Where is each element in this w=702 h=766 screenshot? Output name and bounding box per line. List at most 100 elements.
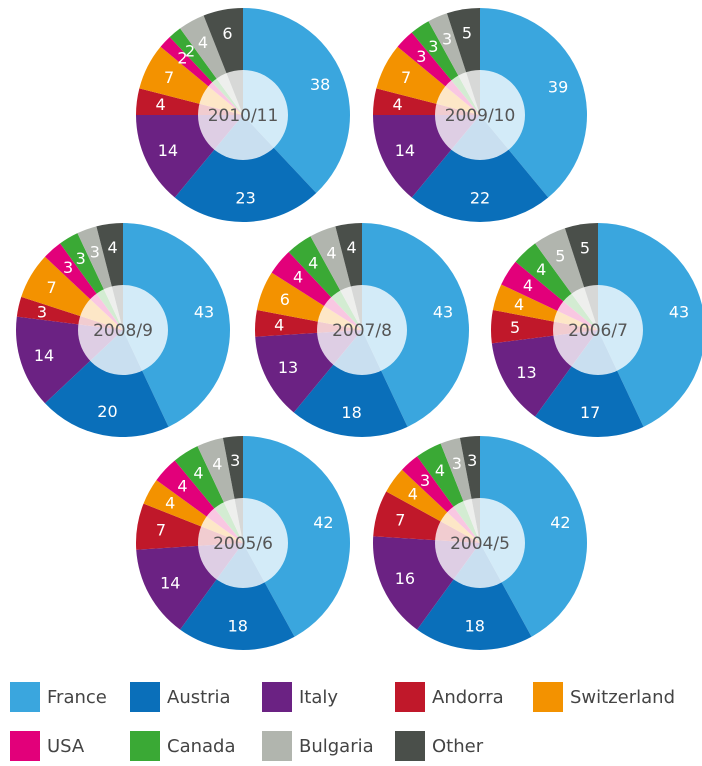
pie-title: 2004/5: [450, 534, 510, 554]
pie-slice: [180, 543, 295, 650]
pie-slice: [480, 436, 588, 637]
data-label: 2: [177, 49, 187, 68]
data-label: 3: [467, 451, 477, 470]
data-label: 4: [435, 461, 445, 480]
data-label: 4: [523, 276, 533, 295]
data-label: 38: [310, 75, 330, 94]
data-label: 3: [428, 37, 438, 56]
data-label: 4: [393, 95, 403, 114]
data-label: 3: [416, 47, 426, 66]
data-label: 16: [395, 569, 415, 588]
data-label: 42: [313, 513, 333, 532]
data-label: 4: [514, 295, 524, 314]
pie-slice: [293, 330, 408, 437]
data-label: 4: [177, 477, 187, 496]
legend-label: Italy: [299, 687, 338, 708]
legend-swatch: [10, 682, 40, 712]
pie-slice: [411, 115, 549, 222]
data-label: 4: [193, 463, 203, 482]
data-label: 18: [228, 616, 248, 635]
legend-label: USA: [47, 736, 85, 757]
data-label: 4: [536, 260, 546, 279]
data-label: 39: [548, 77, 568, 96]
pie-slice: [362, 223, 469, 427]
data-label: 14: [160, 573, 180, 592]
data-label: 4: [308, 253, 318, 272]
data-label: 3: [37, 302, 47, 321]
pie-slice: [243, 8, 350, 193]
data-label: 7: [156, 521, 166, 540]
data-label: 4: [293, 268, 303, 287]
data-label: 4: [165, 494, 175, 513]
data-label: 3: [230, 451, 240, 470]
data-label: 43: [433, 302, 453, 321]
data-label: 17: [580, 403, 600, 422]
data-label: 13: [516, 363, 536, 382]
data-label: 5: [555, 247, 565, 266]
data-label: 4: [408, 485, 418, 504]
data-label: 7: [46, 278, 56, 297]
legend-swatch: [533, 682, 563, 712]
data-label: 18: [341, 403, 361, 422]
data-label: 6: [222, 24, 232, 43]
legend-label: Other: [432, 736, 484, 757]
data-label: 18: [465, 616, 485, 635]
data-label: 22: [470, 189, 490, 208]
pie-hole: [435, 70, 525, 160]
legend-label: Austria: [167, 687, 231, 708]
data-label: 3: [442, 29, 452, 48]
data-label: 7: [401, 68, 411, 87]
pie-hole: [317, 285, 407, 375]
data-label: 3: [76, 249, 86, 268]
pie-slice: [45, 330, 169, 437]
data-label: 5: [580, 239, 590, 258]
pie-title: 2005/6: [213, 534, 273, 554]
data-label: 4: [326, 243, 336, 262]
pie-hole: [198, 70, 288, 160]
data-label: 43: [669, 302, 689, 321]
pie-title: 2007/8: [332, 321, 392, 341]
pie-hole: [198, 498, 288, 588]
legend-swatch: [395, 731, 425, 761]
data-label: 43: [194, 302, 214, 321]
data-label: 4: [347, 238, 357, 257]
data-label: 4: [108, 238, 118, 257]
pie-slice: [123, 223, 230, 427]
data-label: 4: [274, 315, 284, 334]
pie-title: 2008/9: [93, 321, 153, 341]
pie-hole: [553, 285, 643, 375]
data-label: 14: [34, 346, 54, 365]
data-label: 23: [235, 188, 255, 207]
data-label: 4: [156, 95, 166, 114]
pie-title: 2010/11: [208, 106, 279, 126]
data-label: 42: [550, 513, 570, 532]
data-label: 6: [280, 290, 290, 309]
data-label: 3: [90, 242, 100, 261]
pie-hole: [435, 498, 525, 588]
pie-title: 2009/10: [445, 106, 516, 126]
pie-slice: [243, 436, 351, 637]
legend-swatch: [262, 731, 292, 761]
legend-label: Switzerland: [570, 687, 675, 708]
legend-swatch: [10, 731, 40, 761]
data-label: 14: [158, 141, 178, 160]
data-label: 2: [185, 42, 195, 61]
data-label: 4: [198, 33, 208, 52]
legend-swatch: [130, 731, 160, 761]
pie-slice: [491, 309, 598, 344]
legend-swatch: [130, 682, 160, 712]
pie-title: 2006/7: [568, 321, 628, 341]
data-label: 13: [278, 358, 298, 377]
legend-label: Andorra: [432, 687, 504, 708]
data-label: 7: [395, 510, 405, 529]
pie-hole: [78, 285, 168, 375]
legend-swatch: [395, 682, 425, 712]
data-label: 3: [63, 258, 73, 277]
pie-slice: [417, 543, 532, 650]
data-label: 5: [462, 24, 472, 43]
pie-slice: [598, 223, 702, 427]
pie-slice: [174, 115, 317, 223]
legend-label: Bulgaria: [299, 736, 374, 757]
data-label: 20: [97, 402, 117, 421]
